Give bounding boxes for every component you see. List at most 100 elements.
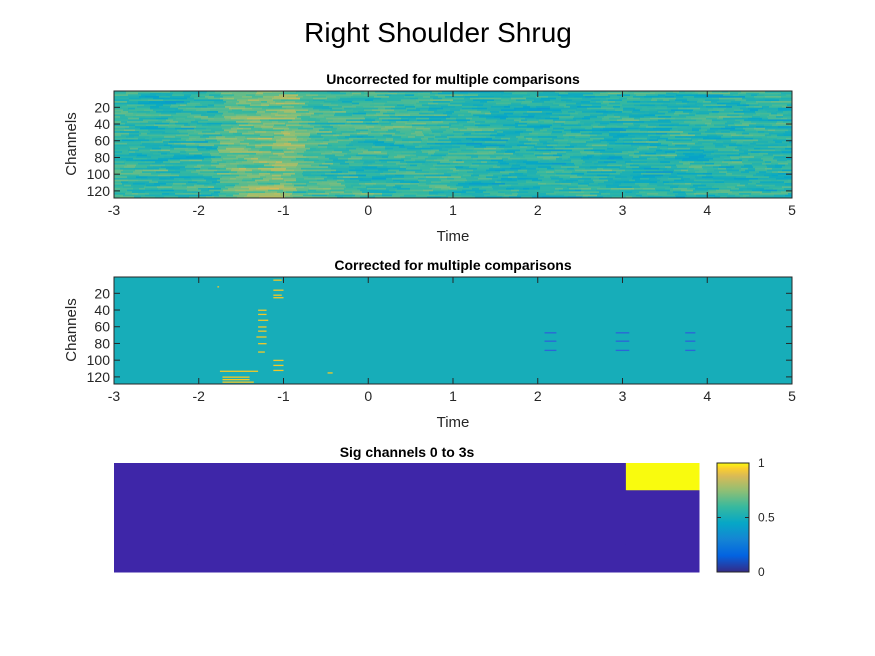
- field-cell: [415, 191, 430, 194]
- field-cell: [759, 176, 770, 179]
- field-cell: [505, 134, 521, 137]
- field-cell: [710, 141, 717, 144]
- field-cell: [494, 129, 501, 132]
- field-cell: [535, 112, 547, 115]
- field-cell: [418, 179, 427, 182]
- field-cell: [540, 141, 548, 144]
- field-cell: [665, 114, 680, 117]
- field-cell: [404, 126, 413, 129]
- field-cell: [313, 97, 328, 100]
- field-cell: [127, 101, 139, 104]
- field-cell: [293, 186, 305, 189]
- field-cell: [150, 91, 158, 94]
- field-cell: [553, 109, 562, 112]
- field-cell: [179, 114, 191, 117]
- field-cell: [332, 151, 343, 154]
- field-cell: [243, 127, 252, 130]
- y-tick-label: 20: [94, 285, 110, 301]
- field-cell: [208, 151, 220, 154]
- field-cell: [393, 137, 407, 140]
- field-cell: [584, 181, 595, 184]
- field-cell: [467, 99, 474, 102]
- panel-1-title: Uncorrected for multiple comparisons: [326, 71, 580, 87]
- field-cell: [778, 174, 792, 177]
- field-cell: [569, 174, 578, 177]
- field-cell: [714, 137, 722, 140]
- field-cell: [126, 141, 142, 144]
- field-cell: [296, 91, 304, 94]
- field-cell: [256, 112, 272, 115]
- field-cell: [303, 174, 310, 177]
- field-cell: [583, 194, 598, 197]
- field-cell: [126, 112, 134, 115]
- field-cell: [640, 101, 648, 104]
- field-cell: [591, 97, 607, 100]
- field-cell: [623, 157, 633, 160]
- field-cell: [595, 96, 611, 99]
- field-cell: [523, 112, 536, 115]
- field-cell: [288, 126, 304, 129]
- field-cell: [223, 121, 237, 124]
- field-cell: [234, 141, 241, 144]
- field-cell: [235, 191, 247, 194]
- field-cell: [758, 131, 765, 134]
- field-cell: [196, 186, 209, 189]
- field-cell: [289, 146, 296, 149]
- field-cell: [512, 192, 519, 196]
- field-cell: [622, 117, 635, 120]
- field-cell: [527, 104, 543, 107]
- field-cell: [531, 147, 538, 150]
- field-cell: [250, 182, 259, 186]
- field-cell: [644, 96, 660, 99]
- field-cell: [361, 134, 369, 137]
- field-cell: [244, 119, 253, 122]
- field-cell: [346, 146, 360, 149]
- field-cell: [134, 139, 150, 142]
- field-cell: [114, 96, 121, 99]
- field-cell: [114, 186, 124, 189]
- field-cell: [487, 149, 502, 152]
- field-cell: [739, 94, 752, 97]
- field-cell: [234, 112, 243, 115]
- field-cell: [191, 171, 201, 174]
- field-cell: [365, 194, 374, 197]
- field-cell: [340, 91, 351, 94]
- field-cell: [599, 184, 607, 187]
- field-cell: [440, 132, 454, 135]
- field-cell: [460, 109, 470, 112]
- colorbar-tick-label: 1: [758, 456, 765, 470]
- field-cell: [242, 96, 253, 99]
- field-cell: [668, 177, 682, 181]
- field-cell: [568, 184, 579, 187]
- field-cell: [239, 182, 251, 186]
- field-cell: [148, 121, 163, 124]
- field-cell: [230, 177, 237, 181]
- field-cell: [245, 171, 260, 174]
- field-cell: [665, 164, 677, 167]
- field-cell: [372, 176, 387, 179]
- field-cell: [593, 179, 609, 182]
- field-cell: [790, 99, 792, 102]
- field-cell: [736, 151, 745, 154]
- field-cell: [373, 142, 387, 145]
- field-cell: [659, 167, 668, 170]
- field-cell: [313, 127, 325, 130]
- field-cell: [120, 117, 129, 120]
- field-cell: [170, 96, 185, 99]
- field-cell: [631, 159, 640, 162]
- field-cell: [660, 147, 669, 150]
- field-cell: [399, 91, 412, 94]
- field-cell: [756, 112, 772, 115]
- field-cell: [515, 131, 524, 134]
- x-tick-label: 2: [534, 388, 542, 404]
- field-cell: [114, 121, 122, 124]
- field-cell: [145, 146, 160, 149]
- field-cell: [286, 167, 302, 170]
- field-cell: [251, 102, 262, 105]
- field-cell: [617, 179, 630, 182]
- field-cell: [186, 156, 197, 159]
- field-cell: [458, 116, 466, 119]
- field-cell: [536, 172, 548, 175]
- field-cell: [576, 102, 587, 105]
- field-cell: [137, 106, 151, 109]
